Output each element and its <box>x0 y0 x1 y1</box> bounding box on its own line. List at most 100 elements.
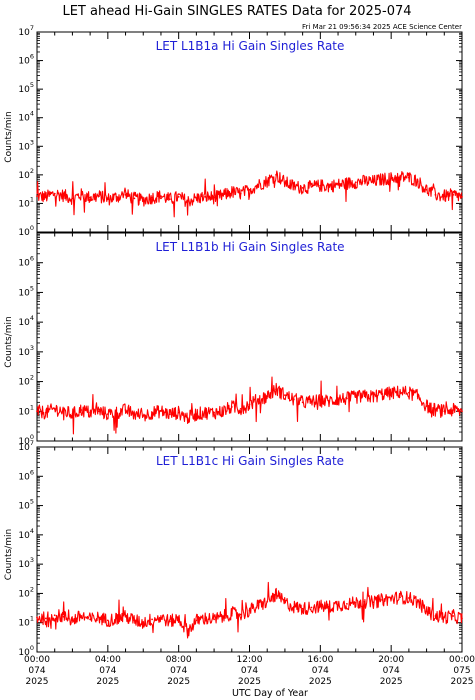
data-point <box>275 173 277 176</box>
y-tick-label: 104 <box>18 314 34 328</box>
data-point <box>115 411 118 414</box>
data-point <box>36 195 38 198</box>
data-point <box>284 181 286 184</box>
data-point <box>310 185 313 188</box>
y-tick-label: 106 <box>18 468 34 482</box>
x-tick-label: 2025 <box>451 677 474 687</box>
data-point <box>275 593 277 596</box>
data-point <box>390 392 393 395</box>
x-tick-label: 00:00 <box>449 655 475 665</box>
data-point <box>89 411 92 414</box>
y-axis-label: Counts/min <box>4 529 14 580</box>
data-point <box>416 395 419 398</box>
data-point <box>133 619 136 622</box>
data-point <box>168 198 171 201</box>
data-point <box>434 409 437 411</box>
data-point <box>434 193 437 196</box>
data-point <box>213 411 215 414</box>
data-point <box>62 615 65 618</box>
data-point <box>213 618 215 621</box>
data-point <box>124 615 127 618</box>
data-point <box>266 600 269 603</box>
y-tick-label: 105 <box>18 284 34 298</box>
data-point <box>44 411 47 414</box>
data-point <box>399 175 401 178</box>
y-tick-label: 101 <box>18 195 34 209</box>
y-tick-label: 102 <box>18 374 34 388</box>
y-tick-label: 101 <box>18 615 34 629</box>
data-point <box>434 615 437 617</box>
data-point <box>443 616 446 619</box>
data-point <box>310 606 313 609</box>
data-point <box>354 181 357 184</box>
data-point <box>443 195 446 198</box>
data-point <box>461 617 463 620</box>
data-point <box>89 618 92 621</box>
data-point <box>222 410 224 413</box>
data-point <box>345 602 348 605</box>
data-point <box>461 410 463 413</box>
data-point <box>399 390 401 393</box>
plot-frame <box>36 446 463 653</box>
y-tick-label: 106 <box>18 53 34 67</box>
data-point <box>390 597 393 600</box>
data-point <box>115 617 118 620</box>
data-point <box>257 398 260 401</box>
data-point <box>328 605 331 608</box>
data-point <box>443 410 446 413</box>
x-tick-label: 2025 <box>167 677 190 687</box>
data-point <box>177 411 180 414</box>
y-tick-label: 107 <box>18 24 34 38</box>
data-point <box>230 191 233 193</box>
x-tick-label: 074 <box>241 666 258 676</box>
data-point <box>222 194 224 197</box>
data-point <box>204 195 207 198</box>
data-point <box>168 620 171 623</box>
data-point <box>337 183 339 186</box>
data-point <box>106 619 109 622</box>
x-tick-label: 074 <box>383 666 400 676</box>
data-point <box>98 410 100 413</box>
y-tick-label: 102 <box>18 585 34 599</box>
data-point <box>381 178 384 181</box>
data-point <box>354 601 357 604</box>
data-point <box>390 177 393 180</box>
data-point <box>337 604 339 606</box>
series-line-trace <box>36 581 463 639</box>
y-tick-label: 106 <box>18 255 34 269</box>
data-point <box>452 615 455 617</box>
data-point <box>106 413 109 416</box>
data-point <box>416 600 419 603</box>
x-tick-label: 2025 <box>380 677 403 687</box>
data-point <box>328 185 331 188</box>
data-point <box>151 618 154 621</box>
data-point <box>230 612 233 615</box>
data-point <box>222 615 224 618</box>
y-tick-label: 100 <box>18 644 34 658</box>
y-tick-label: 103 <box>18 344 34 358</box>
data-point <box>44 617 47 620</box>
data-point <box>239 192 242 195</box>
chart-panel: 107 106 105 104 103 102 101 100 Counts/min LET L1… <box>4 439 463 658</box>
x-tick-label: 04:00 <box>95 655 121 665</box>
data-point <box>213 196 215 199</box>
data-point <box>345 397 348 400</box>
data-point <box>195 619 198 622</box>
data-point <box>266 180 269 183</box>
data-point <box>160 616 162 619</box>
data-point <box>452 193 455 196</box>
x-tick-label: 00:00 <box>24 655 50 665</box>
data-point <box>177 195 180 198</box>
y-tick-label: 100 <box>18 224 34 238</box>
data-point <box>381 599 384 601</box>
data-point <box>98 616 100 619</box>
x-tick-label: 074 <box>170 666 187 676</box>
x-axis-labels: 00:00074202504:00074202508:00074202512:0… <box>24 655 475 687</box>
data-point <box>142 199 145 202</box>
data-point <box>62 410 65 413</box>
data-point <box>204 617 207 620</box>
data-point <box>36 410 38 413</box>
data-point <box>337 398 339 401</box>
data-point <box>186 200 189 203</box>
data-point <box>115 195 118 198</box>
